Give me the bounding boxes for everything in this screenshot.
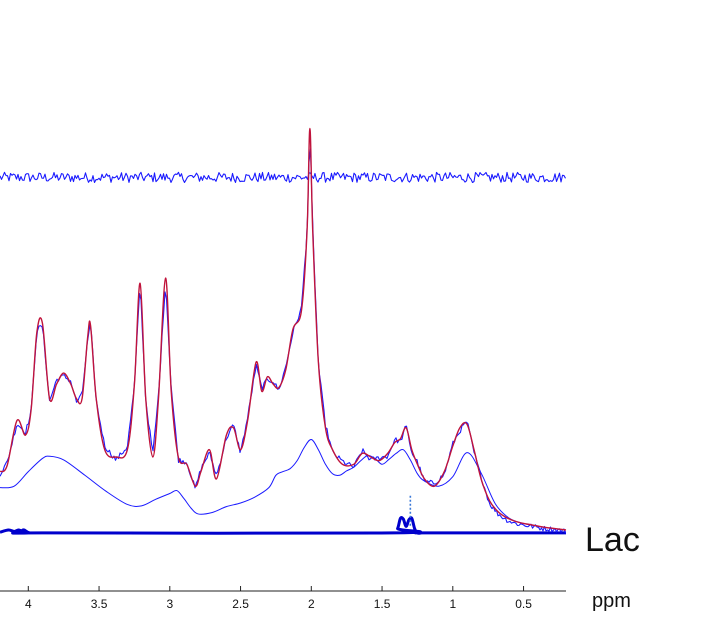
fit-series-line bbox=[0, 127, 567, 531]
x-tick-label: 3 bbox=[166, 597, 173, 611]
x-axis-unit-label: ppm bbox=[592, 590, 631, 612]
x-tick-label: 1 bbox=[449, 597, 456, 611]
lac-metabolite-label: Lac bbox=[585, 521, 640, 559]
metabolite-series-line bbox=[0, 516, 566, 535]
x-tick-label: 3.5 bbox=[91, 597, 108, 611]
x-tick-label: 1.5 bbox=[374, 597, 391, 611]
x-axis-ticks: 4 3.5 3 2.5 2 1.5 1 0.5 bbox=[25, 586, 532, 611]
x-tick-label: 2.5 bbox=[232, 597, 249, 611]
x-tick-label: 2 bbox=[308, 597, 315, 611]
x-tick-label: 4 bbox=[25, 597, 32, 611]
residual-series-line bbox=[0, 171, 566, 184]
baseline-series-line bbox=[0, 438, 567, 531]
series-layer bbox=[0, 127, 567, 535]
x-tick-label: 0.5 bbox=[515, 597, 532, 611]
